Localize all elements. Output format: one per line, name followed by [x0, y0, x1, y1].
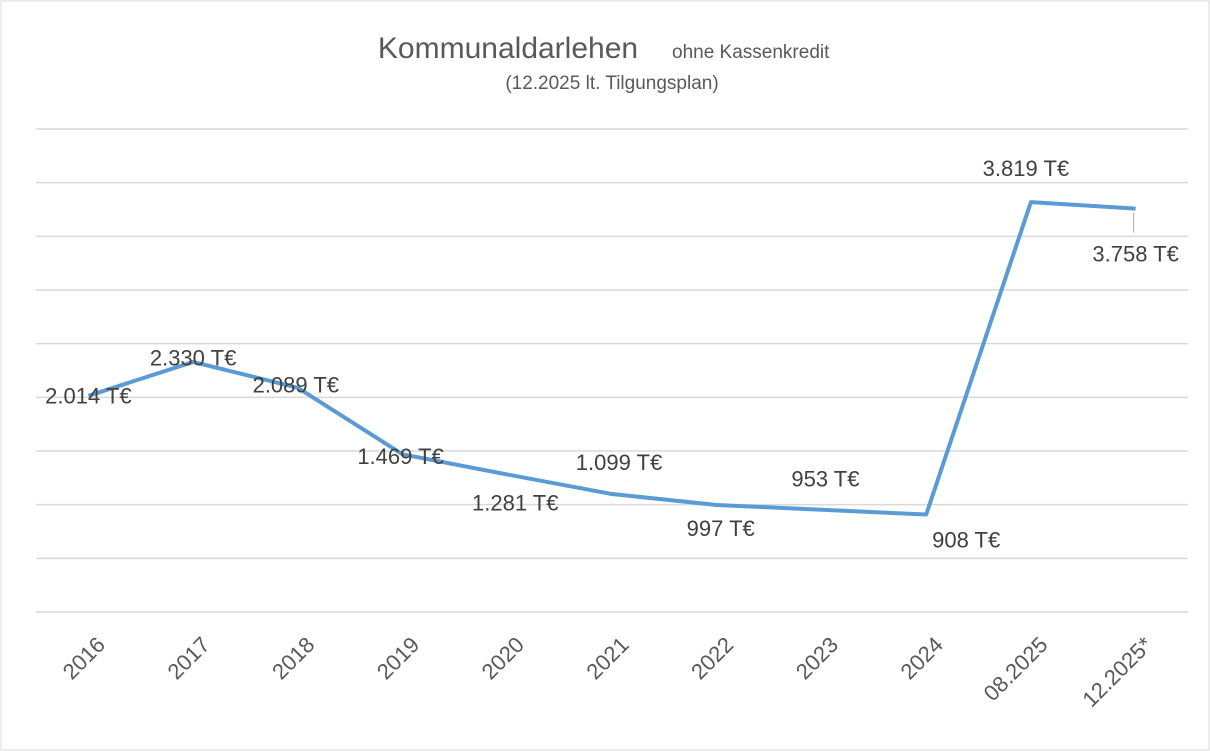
data-label: 3.758 T€ [1092, 241, 1178, 266]
data-label: 1.099 T€ [576, 450, 662, 475]
chart-title: Kommunaldarlehen [378, 32, 638, 65]
data-label: 1.469 T€ [357, 444, 443, 469]
data-label: 997 T€ [687, 516, 755, 541]
data-label: 3.819 T€ [983, 156, 1069, 181]
chart-title-note: ohne Kassenkredit [672, 42, 830, 63]
data-line [87, 200, 1136, 517]
data-label: 908 T€ [932, 527, 1000, 552]
data-label: 2.014 T€ [45, 384, 131, 409]
data-label: 2.089 T€ [253, 373, 339, 398]
data-label: 953 T€ [791, 467, 859, 492]
chart-subtitle: (12.2025 lt. Tilgungsplan) [505, 73, 718, 94]
data-label: 2.330 T€ [150, 346, 236, 371]
data-label: 1.281 T€ [472, 490, 558, 515]
